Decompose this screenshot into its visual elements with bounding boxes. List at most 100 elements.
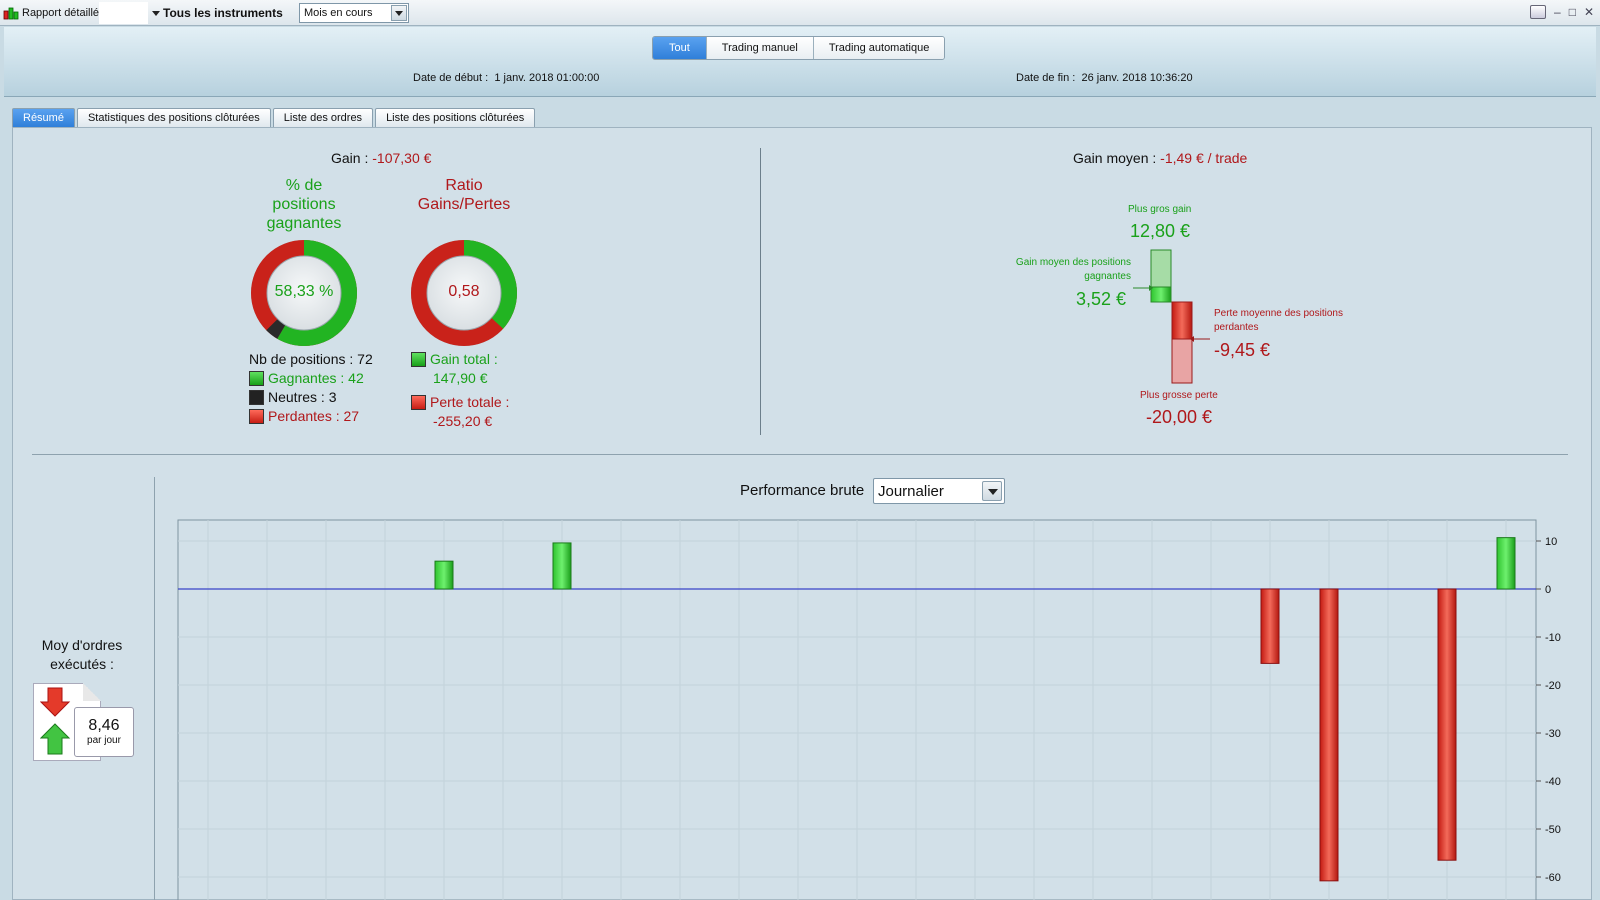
avg-loss-label-line: perdantes [1214,322,1259,333]
win-pct-title-line: positions [272,196,336,213]
neutral-count: Neutres : 3 [268,389,337,405]
avg-win-label-line: gagnantes [1084,271,1131,282]
granularity-select[interactable]: Journalier [873,478,1005,504]
summary-divider [760,148,761,435]
instrument-search-box[interactable] [99,2,148,24]
avg-gain-summary: Gain moyen : -1,49 € / trade [1073,150,1247,166]
gain-arc [411,240,517,346]
win-pct-title: % de positions gagnantes [244,176,364,233]
win-pct-value: 58,33 % [274,283,334,300]
red-swatch [249,409,264,424]
close-icon[interactable]: ✕ [1583,5,1594,19]
ratio-title-line: Gains/Pertes [417,196,511,213]
end-date-value: 26 janv. 2018 10:36:20 [1081,72,1193,84]
orders-divider [154,477,155,900]
end-date: Date de fin : 26 janv. 2018 10:36:20 [1016,72,1193,84]
report-tabs: Résumé Statistiques des positions clôtur… [12,108,536,127]
orders-avg-title-line: exécutés : [50,656,114,672]
y-tick-label: -10 [1545,632,1561,644]
totals-legend: Gain total : 147,90 € Perte totale : -25… [411,350,509,431]
trading-mode-toggle: Tout Trading manuel Trading automatique [652,36,946,60]
legend-losing: Perdantes : 27 [249,407,373,426]
minimize-icon[interactable]: – [1554,5,1561,19]
avg-loss-label: Perte moyenne des positions perdantes [1214,307,1343,335]
start-date: Date de début : 1 janv. 2018 01:00:00 [413,72,599,84]
loss-total-label: Perte totale : [430,394,510,410]
section-divider [32,454,1568,455]
green-swatch [249,371,264,386]
orders-avg-title: Moy d'ordres exécutés : [26,636,138,674]
chevron-down-icon [152,11,160,17]
segment-automatic[interactable]: Trading automatique [812,37,945,59]
orders-avg-unit: par jour [87,735,121,746]
red-swatch [411,395,426,410]
positions-legend: Nb de positions : 72 Gagnantes : 42 Neut… [249,350,373,426]
instrument-label: Tous les instruments [163,6,283,20]
legend-winning: Gagnantes : 42 [249,369,373,388]
ratio-value: 0,58 [448,283,480,300]
y-tick-label: -60 [1545,872,1561,884]
orders-avg-title-line: Moy d'ordres [41,637,123,653]
chart-bar [552,542,572,590]
nb-positions: Nb de positions : 72 [249,351,373,367]
worst-loss-label: Plus grosse perte [1140,390,1218,401]
instrument-selector[interactable]: Tous les instruments [152,6,283,20]
gain-value: -107,30 € [372,150,432,166]
report-header: Tout Trading manuel Trading automatique … [4,27,1596,97]
orders-avg-value: 8,46 [88,717,120,734]
avg-loss-label-line: Perte moyenne des positions [1214,308,1343,319]
gain-summary: Gain : -107,30 € [331,150,431,166]
y-tick-label: 10 [1545,536,1557,548]
avg-win-value: 3,52 € [1076,289,1127,309]
segment-manual[interactable]: Trading manuel [705,37,813,59]
gain-label: Gain : [331,150,369,166]
title-bar: Rapport détaillé Tous les instruments Mo… [0,0,1600,26]
chevron-down-icon [391,5,407,21]
legend-loss-total: Perte totale : [411,393,509,412]
gain-total-label: Gain total : [430,351,498,367]
buy-sell-arrows-icon [40,687,71,755]
best-gain-value: 12,80 € [1130,221,1191,241]
tab-closed-position-list[interactable]: Liste des positions clôturées [375,108,536,127]
win-pct-donut [251,240,357,346]
start-date-value: 1 janv. 2018 01:00:00 [494,72,600,84]
ratio-title: Ratio Gains/Pertes [404,176,524,214]
y-tick-label: -50 [1545,824,1561,836]
legend-neutral: Neutres : 3 [249,388,373,407]
maximize-icon[interactable]: □ [1568,5,1576,19]
green-swatch [411,352,426,367]
gain-total-value: 147,90 € [433,370,488,386]
avg-win-label: Gain moyen des positions gagnantes [980,256,1131,284]
ratio-donut [411,240,517,346]
avg-gain-value: -1,49 € / trade [1160,150,1248,166]
black-swatch [249,390,264,405]
chart-bar [1319,588,1339,882]
chart-bar [1437,588,1457,861]
start-date-label: Date de début : [413,72,489,84]
orders-avg-box: 8,46 par jour [74,707,134,757]
worst-loss-value: -20,00 € [1146,407,1213,427]
losing-count: Perdantes : 27 [268,408,360,424]
period-select[interactable]: Mois en cours [299,3,409,23]
tab-order-list[interactable]: Liste des ordres [272,108,374,127]
y-tick-label: -40 [1545,776,1561,788]
ratio-title-line: Ratio [445,177,483,194]
winning-arc [251,240,357,346]
granularity-value: Journalier [878,483,944,500]
window-controls: – □ ✕ [1530,5,1594,19]
tab-summary[interactable]: Résumé [12,108,75,127]
chevron-down-icon [982,481,1002,501]
print-icon[interactable] [1530,5,1546,19]
win-pct-title-line: % de [285,177,323,194]
chart-bar [1260,588,1280,664]
y-tick-label: -20 [1545,680,1561,692]
tab-closed-position-stats[interactable]: Statistiques des positions clôturées [76,108,271,127]
best-gain-label: Plus gros gain [1128,204,1192,215]
performance-title: Performance brute [740,482,865,499]
segment-all[interactable]: Tout [653,37,706,59]
chart-bar [434,560,454,590]
winning-count: Gagnantes : 42 [268,370,364,386]
report-icon [3,6,19,20]
end-date-label: Date de fin : [1016,72,1076,84]
